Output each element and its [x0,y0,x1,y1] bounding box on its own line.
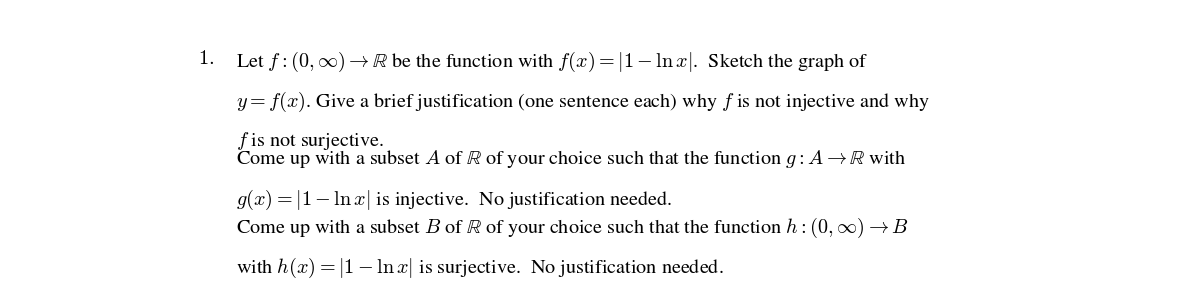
Text: $1.$: $1.$ [198,49,215,68]
Text: Let $f : (0, \infty) \rightarrow \mathbb{R}$ be the function with $f(x) = |1 - \: Let $f : (0, \infty) \rightarrow \mathbb… [235,49,868,74]
Text: Come up with a subset $B$ of $\mathbb{R}$ of your choice such that the function : Come up with a subset $B$ of $\mathbb{R}… [235,216,908,240]
Text: $f$ is not surjective.: $f$ is not surjective. [235,130,384,152]
Text: $y = f(x)$. Give a brief justification (one sentence each) why $f$ is not inject: $y = f(x)$. Give a brief justification (… [235,90,930,114]
Text: Come up with a subset $A$ of $\mathbb{R}$ of your choice such that the function : Come up with a subset $A$ of $\mathbb{R}… [235,148,906,170]
Text: $g(x) = |1 - \ln x|$ is injective.  No justification needed.: $g(x) = |1 - \ln x|$ is injective. No ju… [235,188,672,212]
Text: with $h(x) = |1 - \ln x|$ is surjective.  No justification needed.: with $h(x) = |1 - \ln x|$ is surjective.… [235,256,724,280]
